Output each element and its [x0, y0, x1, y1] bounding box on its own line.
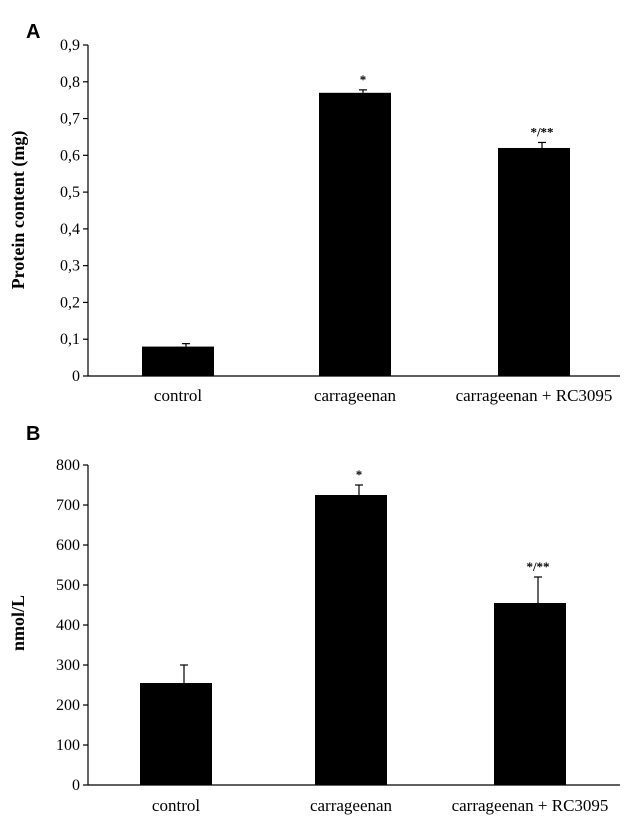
panel-b-category-label: control — [152, 796, 200, 815]
panel-b-significance-label: * — [356, 467, 363, 482]
panel-a: A Protein content (mg) 0 0,1 0,2 0,3 0,4 0,5 0… — [8, 21, 620, 405]
panel-a-letter: A — [26, 21, 40, 43]
panel-b-bar — [140, 683, 212, 785]
panel-a-significance-label: */** — [530, 124, 553, 139]
panel-a-y-tick-label: 0,3 — [60, 258, 80, 275]
panel-b-bar — [494, 603, 566, 785]
panel-b-y-tick-label: 800 — [56, 457, 80, 474]
panel-a-category-label: carrageenan — [314, 386, 397, 405]
panel-b-y-tick-label: 700 — [56, 497, 80, 514]
panel-b-y-tick-label: 600 — [56, 537, 80, 554]
panel-b-y-axis-label: nmol/L — [8, 595, 28, 651]
panel-a-bar — [142, 346, 214, 376]
panel-b-letter: B — [26, 423, 40, 445]
panel-a-y-tick-label: 0,8 — [60, 74, 80, 91]
panel-b-y-tick-label: 500 — [56, 577, 80, 594]
panel-b-category-label: carrageenan + RC3095 — [452, 796, 609, 815]
panel-b-y-tick-label: 300 — [56, 657, 80, 674]
panel-b-y-tick-label: 100 — [56, 737, 80, 754]
panel-a-y-tick-label: 0,6 — [60, 147, 80, 164]
panel-a-bar — [498, 147, 570, 376]
panel-a-bar — [319, 92, 391, 377]
panel-a-y-axis-label: Protein content (mg) — [8, 131, 29, 290]
panel-b-category-label: carrageenan — [310, 796, 393, 815]
panel-b-y-tick-label: 200 — [56, 697, 80, 714]
panel-a-y-tick-label: 0,2 — [60, 294, 80, 311]
panel-a-y-tick-label: 0,7 — [60, 111, 80, 128]
panel-a-category-label: control — [154, 386, 202, 405]
panel-a-y-tick-label: 0 — [72, 368, 80, 385]
panel-b-y-tick-label: 400 — [56, 617, 80, 634]
panel-a-y-tick-label: 0,9 — [60, 37, 80, 54]
panel-b-bar — [315, 495, 387, 785]
panel-a-category-label: carrageenan + RC3095 — [456, 386, 613, 405]
panel-b-significance-label: */** — [526, 559, 549, 574]
panel-a-y-tick-label: 0,1 — [60, 331, 80, 348]
panel-a-significance-label: * — [360, 72, 367, 87]
panel-a-y-tick-label: 0,4 — [60, 221, 80, 238]
panel-a-y-tick-label: 0,5 — [60, 184, 80, 201]
panel-b-y-tick-label: 0 — [72, 777, 80, 794]
panel-b: B nmol/L 0 100 200 300 400 500 600 700 800 * */**… — [8, 423, 620, 815]
